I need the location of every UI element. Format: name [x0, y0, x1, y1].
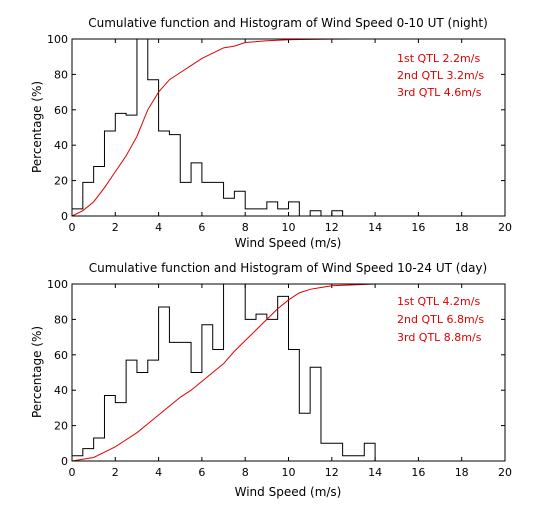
night-plot: Cumulative function and Histogram of Win… — [30, 16, 512, 250]
night-marks — [71, 38, 505, 217]
day-histogram-line — [71, 283, 376, 461]
night-histogram-line — [71, 38, 365, 217]
night-annotation-q2: 2nd QTL 3.2m/s — [397, 69, 484, 82]
night-xtick-label: 14 — [368, 221, 382, 234]
day-xtick-label: 20 — [498, 466, 512, 479]
night-xtick-label: 20 — [498, 221, 512, 234]
day-ytick-label: 0 — [61, 455, 68, 468]
day-xtick-label: 0 — [69, 466, 76, 479]
night-ytick-label: 80 — [54, 68, 68, 81]
night-ytick-label: 20 — [54, 175, 68, 188]
day-xtick-label: 4 — [155, 466, 162, 479]
night-xtick-label: 2 — [112, 221, 119, 234]
night-xtick-label: 18 — [455, 221, 469, 234]
night-ytick-label: 40 — [54, 139, 68, 152]
night-xtick-label: 4 — [155, 221, 162, 234]
night-xlabel: Wind Speed (m/s) — [235, 236, 342, 250]
night-xtick-label: 10 — [282, 221, 296, 234]
day-ytick-label: 20 — [54, 420, 68, 433]
day-annotation-q2: 2nd QTL 6.8m/s — [397, 313, 484, 326]
day-marks — [71, 283, 505, 462]
day-xtick-label: 6 — [198, 466, 205, 479]
day-xtick-label: 2 — [112, 466, 119, 479]
day-plot-title: Cumulative function and Histogram of Win… — [89, 261, 487, 275]
day-xlabel: Wind Speed (m/s) — [235, 485, 342, 499]
night-axes-frame — [71, 38, 506, 217]
day-annotation-q1: 1st QTL 4.2m/s — [397, 295, 480, 308]
night-annotation-q3: 3rd QTL 4.6m/s — [397, 86, 482, 99]
day-xtick-label: 10 — [282, 466, 296, 479]
day-ytick-label: 80 — [54, 313, 68, 326]
day-xtick-label: 12 — [325, 466, 339, 479]
night-ytick-label: 60 — [54, 104, 68, 117]
day-ticks: 0 2 4 6 8 10 12 14 16 18 20 0 20 40 60 80 100 — [47, 278, 512, 479]
night-xtick-label: 16 — [411, 221, 425, 234]
day-annotation-q3: 3rd QTL 8.8m/s — [397, 331, 482, 344]
day-cumulative-line — [71, 283, 505, 462]
night-ylabel: Percentage (%) — [30, 81, 44, 173]
day-ylabel: Percentage (%) — [30, 326, 44, 418]
day-xtick-label: 14 — [368, 466, 382, 479]
day-plot: Cumulative function and Histogram of Win… — [30, 261, 512, 499]
night-annotation-q1: 1st QTL 2.2m/s — [397, 52, 480, 65]
day-xtick-label: 16 — [411, 466, 425, 479]
day-ytick-label: 60 — [54, 349, 68, 362]
day-ytick-label: 40 — [54, 384, 68, 397]
night-xtick-label: 6 — [198, 221, 205, 234]
night-ytick-label: 100 — [47, 33, 68, 46]
day-xtick-label: 18 — [455, 466, 469, 479]
night-ytick-label: 0 — [61, 210, 68, 223]
night-plot-title: Cumulative function and Histogram of Win… — [88, 16, 488, 30]
night-xtick-label: 12 — [325, 221, 339, 234]
day-xtick-label: 8 — [242, 466, 249, 479]
day-ytick-label: 100 — [47, 278, 68, 291]
day-axes-frame — [71, 283, 506, 462]
night-xtick-label: 0 — [69, 221, 76, 234]
night-xtick-label: 8 — [242, 221, 249, 234]
night-ticks: 0 2 4 6 8 10 12 14 16 18 20 0 20 40 60 80 100 — [47, 33, 512, 234]
